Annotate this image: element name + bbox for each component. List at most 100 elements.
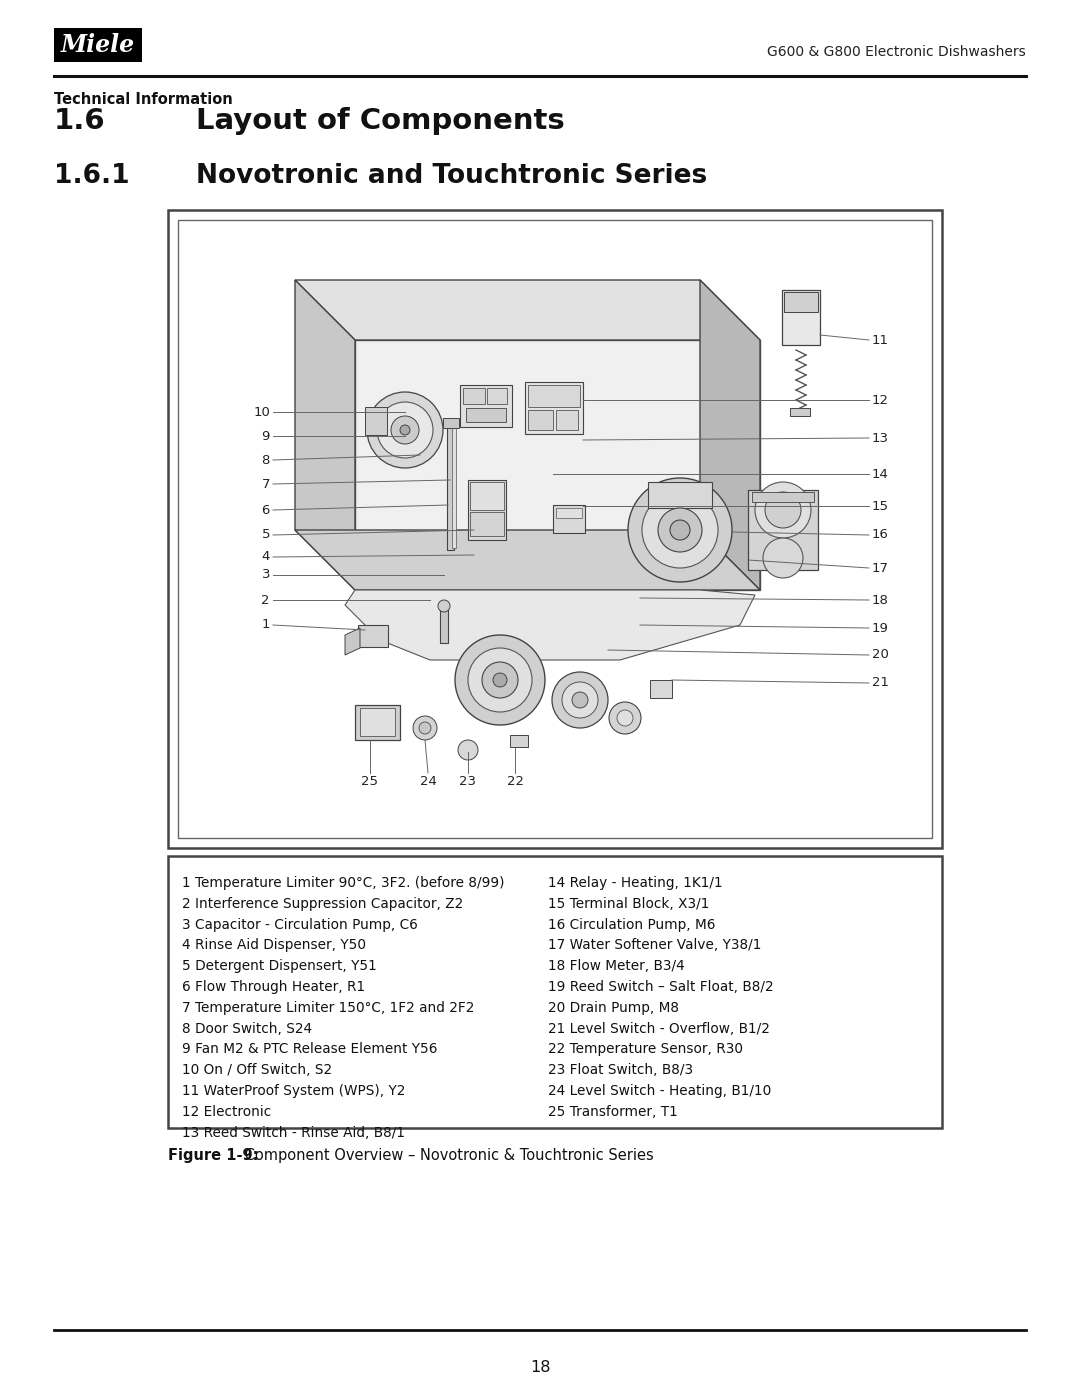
Circle shape <box>482 662 518 698</box>
Bar <box>789 408 810 416</box>
Text: 9 Fan M2 & PTC Release Element Y56: 9 Fan M2 & PTC Release Element Y56 <box>183 1042 437 1056</box>
Bar <box>443 418 459 427</box>
Text: 19: 19 <box>872 622 889 634</box>
Bar <box>468 481 507 541</box>
Text: G600 & G800 Electronic Dishwashers: G600 & G800 Electronic Dishwashers <box>767 45 1026 59</box>
Bar <box>748 490 818 570</box>
Circle shape <box>367 393 443 468</box>
Circle shape <box>458 740 478 760</box>
Text: 7: 7 <box>261 478 270 490</box>
Polygon shape <box>295 279 760 339</box>
Text: 14: 14 <box>872 468 889 481</box>
Text: Figure 1-9:: Figure 1-9: <box>168 1148 258 1162</box>
Circle shape <box>617 710 633 726</box>
Bar <box>168 210 942 848</box>
Text: 18: 18 <box>872 594 889 606</box>
Text: 23 Float Switch, B8/3: 23 Float Switch, B8/3 <box>548 1063 693 1077</box>
Text: 22 Temperature Sensor, R30: 22 Temperature Sensor, R30 <box>548 1042 743 1056</box>
Text: 10: 10 <box>253 405 270 419</box>
Bar <box>525 381 583 434</box>
Polygon shape <box>295 279 355 590</box>
Bar <box>752 492 814 502</box>
Text: 21: 21 <box>872 676 889 690</box>
Text: 21 Level Switch - Overflow, B1/2: 21 Level Switch - Overflow, B1/2 <box>548 1021 770 1035</box>
Circle shape <box>438 599 450 612</box>
Text: 12 Electronic: 12 Electronic <box>183 1105 271 1119</box>
Bar <box>510 735 528 747</box>
Bar <box>465 408 507 422</box>
Bar <box>528 409 553 430</box>
Bar <box>553 504 585 534</box>
Bar <box>460 386 512 427</box>
Text: 16 Circulation Pump, M6: 16 Circulation Pump, M6 <box>548 918 715 932</box>
Circle shape <box>391 416 419 444</box>
Circle shape <box>627 478 732 583</box>
Circle shape <box>419 722 431 733</box>
Bar <box>453 422 456 548</box>
Text: 9: 9 <box>261 429 270 443</box>
Text: 1.6.1: 1.6.1 <box>54 163 130 189</box>
Circle shape <box>552 672 608 728</box>
Bar <box>357 624 388 647</box>
Polygon shape <box>355 339 760 590</box>
Text: 8: 8 <box>261 454 270 467</box>
Bar <box>365 407 387 434</box>
Circle shape <box>455 636 545 725</box>
Polygon shape <box>295 529 760 590</box>
Text: 13 Reed Switch - Rinse Aid, B8/1: 13 Reed Switch - Rinse Aid, B8/1 <box>183 1126 405 1140</box>
Text: 24: 24 <box>419 775 436 788</box>
Text: 4: 4 <box>261 550 270 563</box>
Text: 5: 5 <box>261 528 270 542</box>
Text: 14 Relay - Heating, 1K1/1: 14 Relay - Heating, 1K1/1 <box>548 876 723 890</box>
Text: 17: 17 <box>872 562 889 574</box>
Text: 16: 16 <box>872 528 889 542</box>
Circle shape <box>658 509 702 552</box>
Circle shape <box>609 703 642 733</box>
Bar <box>650 680 672 698</box>
Text: 13: 13 <box>872 432 889 444</box>
Polygon shape <box>345 590 755 659</box>
Text: 25: 25 <box>362 775 378 788</box>
Text: 12: 12 <box>872 394 889 407</box>
Text: 25 Transformer, T1: 25 Transformer, T1 <box>548 1105 678 1119</box>
Text: 22: 22 <box>507 775 524 788</box>
Text: 2: 2 <box>261 594 270 606</box>
Text: 1 Temperature Limiter 90°C, 3F2. (before 8/99): 1 Temperature Limiter 90°C, 3F2. (before… <box>183 876 504 890</box>
Text: 10 On / Off Switch, S2: 10 On / Off Switch, S2 <box>183 1063 333 1077</box>
Bar <box>556 509 582 518</box>
Bar <box>782 291 820 345</box>
Text: Layout of Components: Layout of Components <box>195 108 565 136</box>
Text: 6 Flow Through Heater, R1: 6 Flow Through Heater, R1 <box>183 981 365 995</box>
Bar <box>784 292 818 312</box>
Bar <box>556 409 578 430</box>
Bar <box>440 608 448 643</box>
Text: 5 Detergent Dispensert, Y51: 5 Detergent Dispensert, Y51 <box>183 960 377 974</box>
Bar <box>178 219 932 838</box>
Circle shape <box>400 425 410 434</box>
Text: 3: 3 <box>261 569 270 581</box>
Circle shape <box>762 538 804 578</box>
Text: 18 Flow Meter, B3/4: 18 Flow Meter, B3/4 <box>548 960 685 974</box>
Bar <box>54 28 141 61</box>
Text: 19 Reed Switch – Salt Float, B8/2: 19 Reed Switch – Salt Float, B8/2 <box>548 981 773 995</box>
Circle shape <box>670 520 690 541</box>
Text: 18: 18 <box>530 1361 550 1375</box>
Bar <box>528 386 580 407</box>
Circle shape <box>562 682 598 718</box>
Bar <box>470 511 504 536</box>
Text: 1: 1 <box>261 619 270 631</box>
Text: 15: 15 <box>872 500 889 513</box>
Text: 3 Capacitor - Circulation Pump, C6: 3 Capacitor - Circulation Pump, C6 <box>183 918 418 932</box>
Text: Miele: Miele <box>60 34 135 57</box>
Text: 15 Terminal Block, X3/1: 15 Terminal Block, X3/1 <box>548 897 710 911</box>
Text: 4 Rinse Aid Dispenser, Y50: 4 Rinse Aid Dispenser, Y50 <box>183 939 366 953</box>
Circle shape <box>572 692 588 708</box>
Circle shape <box>468 648 532 712</box>
Bar <box>360 708 395 736</box>
Circle shape <box>492 673 507 687</box>
Circle shape <box>755 482 811 538</box>
Bar <box>470 482 504 510</box>
Text: 8 Door Switch, S24: 8 Door Switch, S24 <box>183 1021 312 1035</box>
Bar <box>463 388 485 404</box>
Text: 11: 11 <box>872 334 889 346</box>
